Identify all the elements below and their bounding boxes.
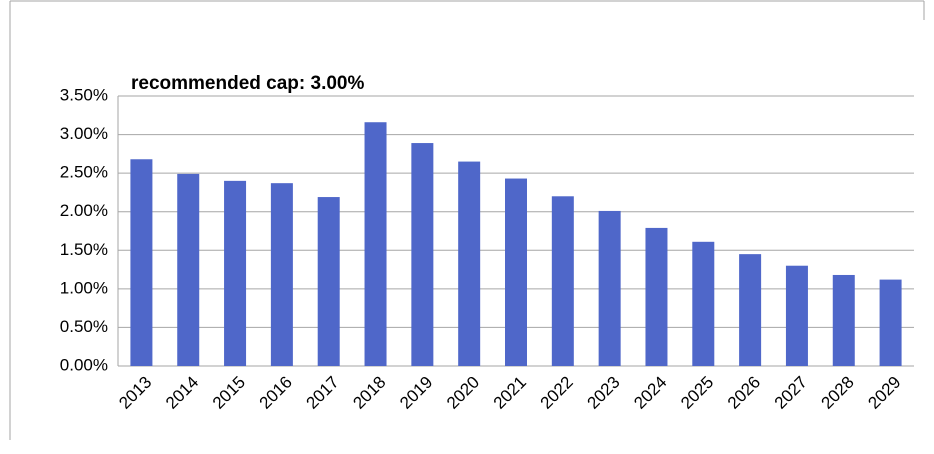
x-tick-label: 2028 (818, 373, 858, 413)
x-tick-label: 2013 (115, 373, 155, 413)
x-tick-label: 2027 (771, 373, 811, 413)
x-tick-label: 2024 (630, 373, 670, 413)
bar (551, 196, 574, 366)
x-tick-label: 2023 (583, 373, 623, 413)
x-tick-label: 2025 (677, 373, 717, 413)
y-tick-label: 2.00% (60, 201, 108, 220)
bar (785, 265, 808, 366)
x-tick-label: 2020 (443, 373, 483, 413)
x-tick-label: 2019 (396, 373, 436, 413)
x-tick-label: 2029 (864, 373, 904, 413)
y-tick-label: 1.00% (60, 278, 108, 297)
x-tick-label: 2014 (162, 373, 202, 413)
bar (317, 197, 340, 366)
bar (364, 122, 387, 366)
bar (505, 178, 527, 366)
annotation: recommended cap: 3.00% (131, 73, 364, 94)
x-tick-label: 2021 (490, 373, 530, 413)
bar (832, 274, 855, 366)
y-tick-label: 1.50% (60, 240, 108, 259)
bar (739, 254, 762, 366)
bar (270, 183, 293, 366)
y-tick-label: 3.00% (60, 124, 108, 143)
bar (177, 173, 200, 366)
y-tick-label: 0.50% (60, 317, 108, 336)
bar (130, 159, 153, 366)
x-tick-label: 2016 (256, 373, 296, 413)
y-tick-label: 3.50% (60, 85, 108, 104)
bar (458, 161, 481, 366)
y-tick-label: 2.50% (60, 163, 108, 182)
bar (879, 279, 902, 366)
x-tick-label: 2026 (724, 373, 764, 413)
bar (598, 210, 621, 366)
bar (645, 227, 668, 366)
x-tick-label: 2015 (209, 373, 249, 413)
y-tick-label: 0.00% (60, 355, 108, 374)
bar (692, 241, 715, 366)
bar (411, 143, 434, 366)
bar (224, 180, 247, 366)
x-tick-label: 2017 (303, 373, 343, 413)
x-tick-label: 2018 (349, 373, 389, 413)
x-tick-label: 2022 (537, 373, 577, 413)
